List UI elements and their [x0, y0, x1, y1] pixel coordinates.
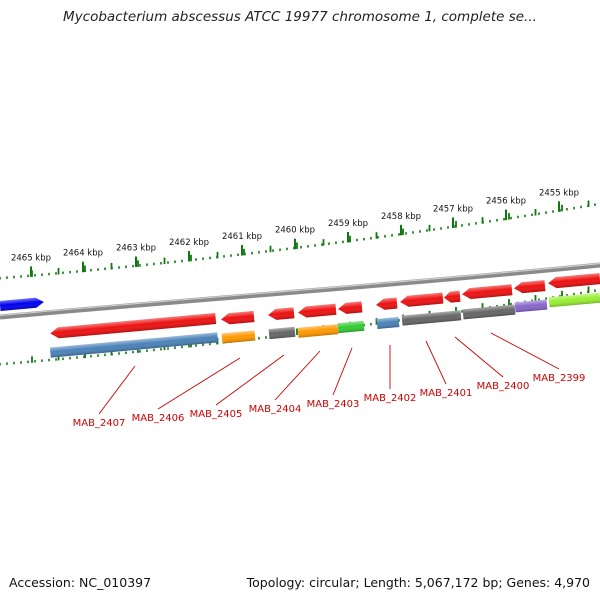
gene-label-leader — [490, 332, 560, 370]
cds-mab-2399-shading — [514, 299, 548, 313]
gene-mab-2402 — [376, 297, 398, 310]
gene-label[interactable]: MAB_2405 — [190, 409, 243, 420]
gene-label[interactable]: MAB_2403 — [307, 399, 360, 410]
gene-mab-2401b — [444, 290, 461, 303]
cds-mab-2404-shading — [297, 324, 339, 338]
gene-label-leader — [157, 357, 241, 410]
gene-mab-2405-shading — [268, 307, 295, 320]
cds-mab-2401-shading — [401, 310, 462, 326]
kbp-label: 2463 kbp — [116, 244, 156, 254]
kbp-label: 2462 kbp — [169, 238, 209, 248]
map-title: Mycobacterium abscessus ATCC 19977 chrom… — [63, 9, 537, 25]
kbp-label: 2457 kbp — [433, 204, 473, 214]
gene-blue — [0, 297, 44, 311]
cds-next-shading — [548, 292, 600, 308]
gene-label[interactable]: MAB_2401 — [420, 388, 473, 399]
gene-label-layer: MAB_2407 MAB_2406 MAB_2405 MAB_2404 MAB_2403… — [73, 332, 586, 429]
gene-label-leader — [454, 336, 504, 378]
gene-blue-shading — [0, 297, 44, 311]
gene-mab-2399 — [514, 280, 546, 294]
accession-text: Accession: NC_010397 — [9, 575, 152, 590]
cds-mab-2399 — [514, 299, 548, 313]
gene-mab-2406-shading — [221, 311, 255, 325]
gene-mab-2405 — [268, 307, 295, 320]
feature-track — [0, 273, 600, 358]
gene-next-shading — [548, 273, 600, 289]
gene-mab-2400 — [462, 284, 513, 300]
gene-next — [548, 273, 600, 289]
gene-mab-2407-shading — [50, 313, 217, 339]
cds-mab-2403 — [337, 320, 365, 334]
kbp-label: 2460 kbp — [275, 226, 315, 236]
gene-mab-2404 — [298, 303, 337, 318]
cds-mab-2406-shading — [221, 330, 256, 344]
cds-mab-2400 — [462, 304, 516, 320]
gene-mab-2407 — [50, 313, 217, 339]
cds-mab-2405 — [268, 326, 296, 340]
cds-next — [548, 292, 600, 308]
outer-scale-track — [0, 200, 596, 280]
gene-mab-2401-shading — [400, 292, 444, 307]
cds-mab-2407-shading — [49, 332, 219, 358]
kbp-label: 2465 kbp — [11, 253, 51, 263]
kbp-label: 2455 kbp — [539, 188, 579, 198]
kbp-label: 2456 kbp — [486, 197, 526, 207]
chromosome-backbone — [0, 262, 600, 320]
gene-label[interactable]: MAB_2400 — [477, 381, 530, 392]
cds-mab-2405-shading — [268, 326, 296, 340]
gene-mab-2403 — [338, 301, 363, 314]
cds-mab-2403-shading — [337, 320, 365, 334]
gene-label-leader — [332, 347, 353, 396]
kbp-label: 2458 kbp — [381, 212, 421, 222]
gene-mab-2402-shading — [376, 297, 398, 310]
gene-label[interactable]: MAB_2406 — [132, 413, 185, 424]
gene-label[interactable]: MAB_2404 — [249, 404, 302, 415]
gene-label[interactable]: MAB_2402 — [364, 393, 417, 404]
gene-label[interactable]: MAB_2399 — [533, 373, 586, 384]
cds-mab-2402 — [376, 317, 400, 329]
gene-mab-2406 — [221, 311, 255, 325]
cds-mab-2400-shading — [462, 304, 516, 320]
gene-label[interactable]: MAB_2407 — [73, 418, 126, 429]
gene-label-leader — [215, 354, 285, 406]
gene-label-leader — [98, 365, 136, 415]
gene-label-leader — [274, 350, 321, 401]
cds-mab-2406 — [221, 330, 256, 344]
kbp-label: 2459 kbp — [328, 219, 368, 229]
gene-label-leader — [425, 340, 447, 385]
cds-mab-2401 — [401, 310, 462, 326]
cds-mab-2402-shading — [376, 317, 400, 329]
gene-mab-2400-shading — [462, 284, 513, 300]
kbp-label-layer: 2465 kbp 2464 kbp 2463 kbp 2462 kbp 2461 kbp… — [11, 188, 579, 277]
cds-mab-2404 — [297, 324, 339, 338]
cds-mab-2407 — [49, 332, 219, 358]
chromosome-backbone-highlight — [0, 262, 600, 317]
gene-mab-2401 — [400, 292, 444, 307]
topology-text: Topology: circular; Length: 5,067,172 bp… — [246, 575, 590, 590]
gene-mab-2401b-shading — [444, 290, 461, 303]
kbp-label: 2461 kbp — [222, 232, 262, 242]
kbp-label: 2464 kbp — [63, 249, 103, 259]
gene-mab-2403-shading — [338, 301, 363, 314]
gene-mab-2404-shading — [298, 303, 337, 318]
gene-mab-2399-shading — [514, 280, 546, 294]
